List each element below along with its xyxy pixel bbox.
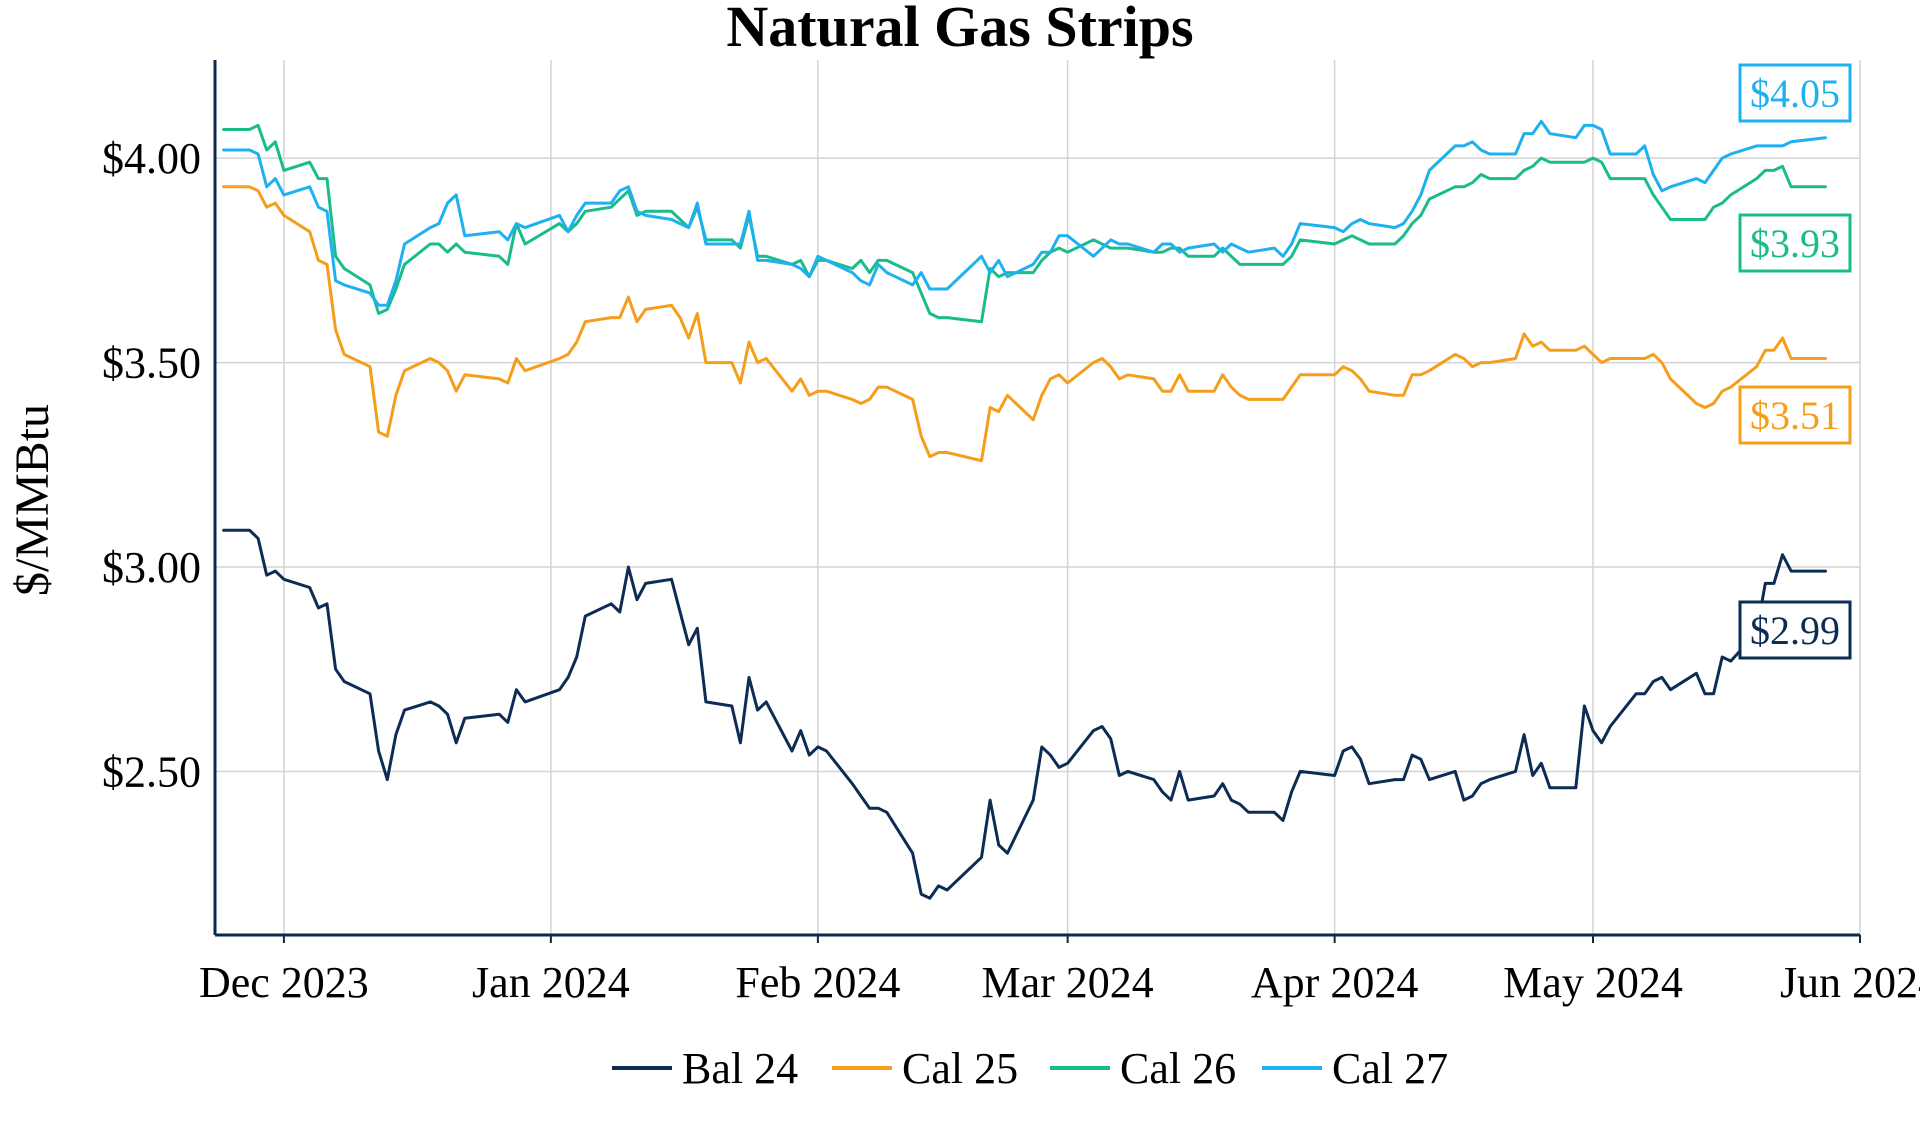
series-line-bal-24 [222, 528, 1827, 900]
tick-labels: $2.50 $3.00 $3.50 $4.00 Dec 2023 Jan 2024 Feb … [102, 134, 1920, 1007]
y-tick-label: $3.00 [102, 543, 201, 592]
end-label-box [1738, 63, 1852, 123]
x-tick-label: Mar 2024 [981, 958, 1153, 1007]
y-tick-label: $2.50 [102, 747, 201, 796]
y-tick-label: $4.00 [102, 134, 201, 183]
x-tick-label: Dec 2023 [199, 958, 369, 1007]
y-axis-label: $/MMBtu [6, 404, 59, 596]
grid [215, 60, 1861, 943]
legend-label: Cal 27 [1332, 1044, 1448, 1093]
chart-title: Natural Gas Strips [726, 0, 1193, 59]
y-tick-label: $3.50 [102, 339, 201, 388]
end-value-label: $3.93 [1750, 221, 1840, 266]
series-line-cal-26 [222, 123, 1827, 324]
axes [213, 60, 1860, 937]
end-value-label: $2.99 [1750, 608, 1840, 653]
x-tick-label: May 2024 [1503, 958, 1683, 1007]
end-value-label: $4.05 [1750, 71, 1840, 116]
end-label-box [1738, 213, 1852, 273]
series-line-cal-25 [222, 185, 1827, 463]
x-tick-label: Apr 2024 [1251, 958, 1418, 1007]
legend-label: Cal 26 [1120, 1044, 1236, 1093]
series-line-cal-27 [222, 119, 1827, 307]
end-labels: $2.99 $3.51 $3.93 $4.05 [1738, 63, 1852, 660]
end-value-label: $3.51 [1750, 393, 1840, 438]
x-tick-label: Jun 2024 [1780, 958, 1920, 1007]
legend: Bal 24 Cal 25 Cal 26 Cal 27 [612, 1044, 1448, 1093]
legend-label: Bal 24 [682, 1044, 798, 1093]
legend-label: Cal 25 [902, 1044, 1018, 1093]
x-tick-label: Jan 2024 [472, 958, 630, 1007]
end-label-box [1738, 600, 1852, 660]
end-label-box [1738, 385, 1852, 445]
x-tick-label: Feb 2024 [735, 958, 900, 1007]
series-lines [222, 119, 1827, 900]
